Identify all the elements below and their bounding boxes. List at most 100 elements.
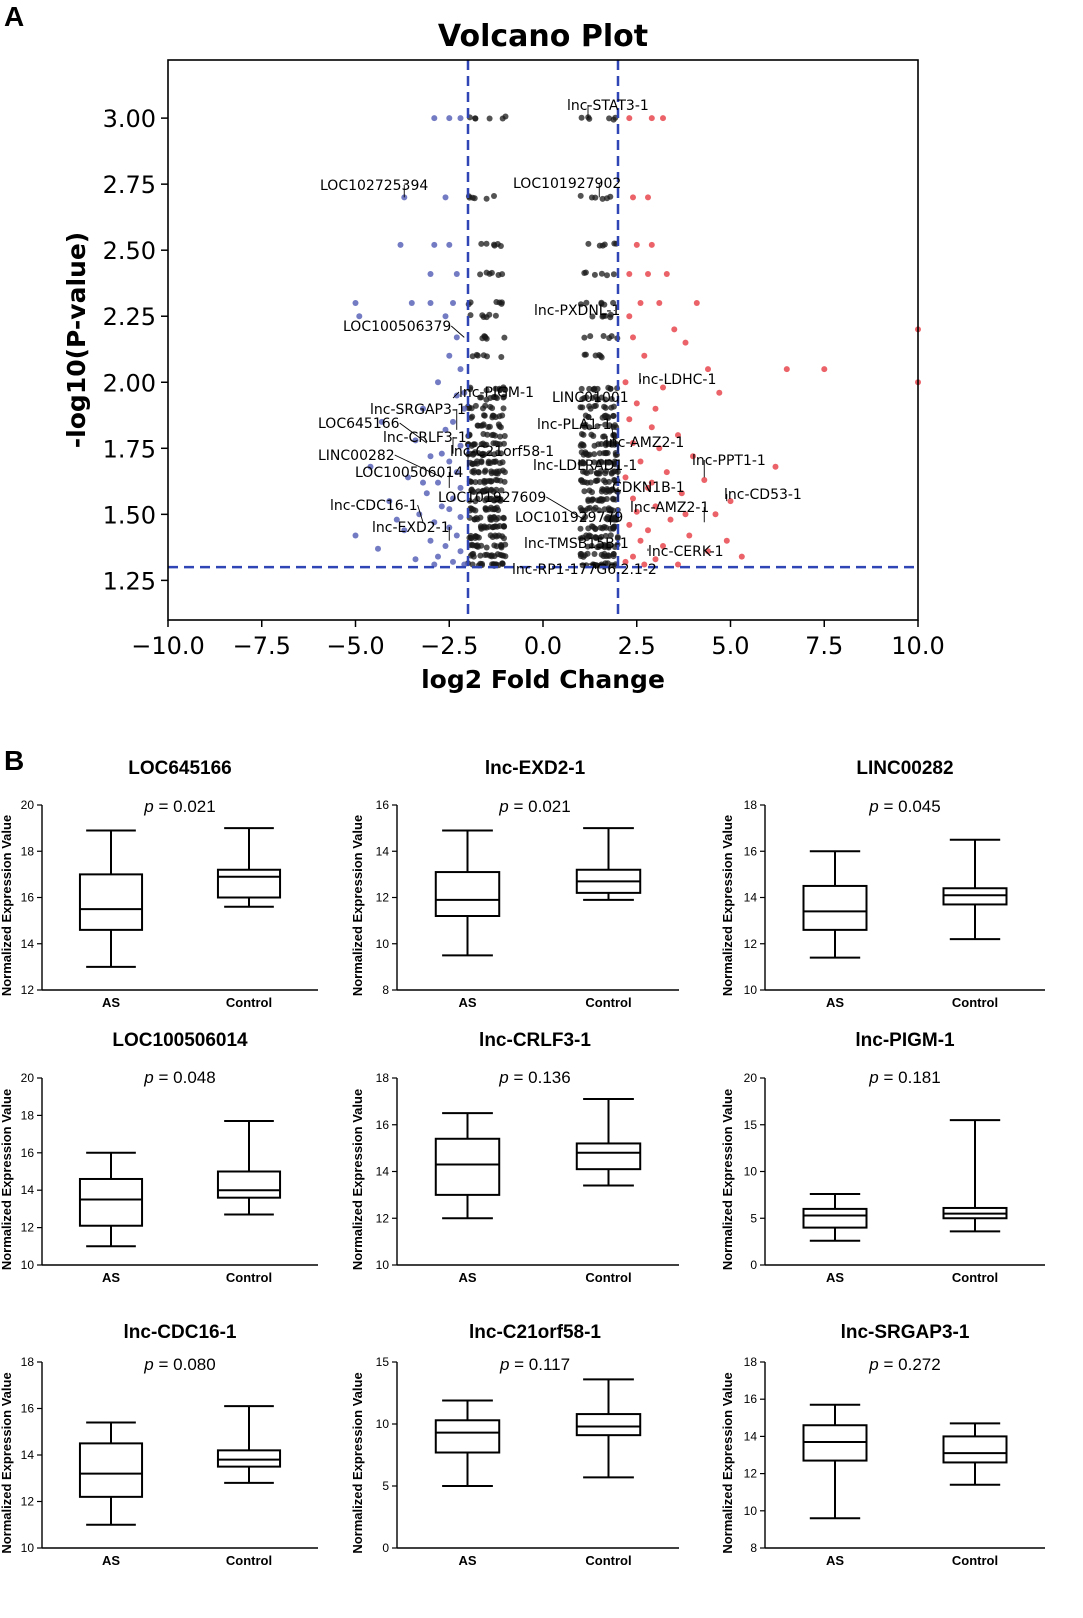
up-point xyxy=(675,561,681,568)
down-point xyxy=(435,553,441,560)
down-point xyxy=(453,271,460,277)
y-tick-label: 2.00 xyxy=(103,369,156,397)
ns-point xyxy=(578,477,584,484)
box-control xyxy=(575,1098,642,1187)
y-tick-label: 15 xyxy=(376,1355,390,1369)
up-point xyxy=(630,194,636,201)
ns-point xyxy=(498,354,505,360)
up-point xyxy=(663,469,670,476)
y-tick-label: 1.50 xyxy=(103,501,156,529)
box-as xyxy=(434,1112,501,1220)
y-tick-label: 10 xyxy=(21,1258,35,1272)
ns-point xyxy=(610,468,617,475)
down-point xyxy=(457,442,464,449)
ns-point xyxy=(598,270,605,277)
down-point xyxy=(408,300,415,306)
box-as xyxy=(434,1399,501,1487)
ns-point xyxy=(607,385,614,392)
ns-point xyxy=(577,192,584,199)
ns-point xyxy=(474,458,480,465)
ns-point xyxy=(486,423,493,430)
box-iqr xyxy=(434,871,501,917)
down-point xyxy=(453,532,460,539)
ns-point xyxy=(592,526,599,533)
ns-point xyxy=(499,459,506,466)
ns-point xyxy=(608,333,615,340)
y-tick-label: 12 xyxy=(21,1495,35,1509)
y-tick-label: 12 xyxy=(376,1211,390,1225)
ns-point xyxy=(489,561,496,568)
down-point xyxy=(375,545,381,552)
up-point xyxy=(637,300,644,306)
box-iqr xyxy=(802,1207,868,1229)
y-axis-label: Normalized Expression Value xyxy=(350,1372,365,1553)
annotation-label: lnc-AMZ2-1 xyxy=(630,500,709,516)
boxplot-title: lnc-CRLF3-1 xyxy=(479,1030,591,1051)
ns-point xyxy=(607,193,614,200)
down-point xyxy=(457,115,464,122)
ns-point xyxy=(588,194,595,201)
annotation-label: lnc-RP1-177G6.2.1-2 xyxy=(512,562,657,578)
ns-point xyxy=(494,551,501,558)
ns-point xyxy=(489,405,496,412)
annotation-leader xyxy=(399,422,428,444)
x-tick-label: −2.5 xyxy=(420,632,478,660)
down-point xyxy=(431,241,438,248)
box-iqr xyxy=(216,868,282,899)
ns-point xyxy=(487,532,494,539)
p-value: p = 0.048 xyxy=(143,1068,215,1087)
ns-point xyxy=(580,431,587,438)
ns-point xyxy=(483,441,490,448)
ns-point xyxy=(600,333,607,339)
ns-point xyxy=(483,195,490,202)
y-tick-label: 0 xyxy=(382,1541,389,1555)
down-point xyxy=(446,115,453,122)
ns-point xyxy=(610,525,617,532)
y-tick-label: 12 xyxy=(21,1221,35,1235)
down-point xyxy=(438,450,445,457)
up-point xyxy=(645,271,651,277)
box-control xyxy=(575,1378,642,1479)
y-tick-label: 2.75 xyxy=(103,171,156,199)
ns-point xyxy=(483,240,490,247)
p-value: p = 0.021 xyxy=(143,797,215,816)
x-category-label: AS xyxy=(826,995,844,1010)
y-tick-label: 8 xyxy=(382,983,389,997)
down-point xyxy=(435,379,441,386)
ns-point xyxy=(496,299,503,306)
up-point xyxy=(701,477,708,483)
down-point xyxy=(427,453,434,460)
y-tick-label: 14 xyxy=(21,1448,35,1462)
ns-point xyxy=(488,269,495,276)
ns-point xyxy=(494,495,501,502)
ns-point xyxy=(583,299,590,306)
x-category-label: Control xyxy=(226,995,272,1010)
ns-point xyxy=(482,552,489,558)
up-point xyxy=(622,558,629,565)
panel-label-a: A xyxy=(4,1,24,32)
ns-point xyxy=(477,271,484,278)
up-point xyxy=(705,366,711,373)
down-point xyxy=(352,300,359,306)
boxplot-title: LOC100506014 xyxy=(112,1030,248,1051)
down-point xyxy=(442,313,449,320)
ns-point xyxy=(594,423,601,430)
ns-point xyxy=(478,441,485,448)
ns-point xyxy=(483,387,490,394)
up-point xyxy=(663,271,670,277)
ns-point xyxy=(475,422,482,429)
down-point xyxy=(461,389,468,396)
up-point xyxy=(821,366,828,373)
ns-point xyxy=(578,114,585,121)
up-point xyxy=(652,405,659,412)
x-tick-label: 10.0 xyxy=(891,632,944,660)
down-point xyxy=(435,479,441,486)
annotation-leader xyxy=(546,496,585,521)
ns-point xyxy=(602,449,609,456)
ns-point xyxy=(492,458,499,465)
ns-point xyxy=(490,412,497,419)
y-tick-label: 10 xyxy=(376,937,390,951)
ns-point xyxy=(470,450,477,457)
ns-point xyxy=(589,489,595,496)
